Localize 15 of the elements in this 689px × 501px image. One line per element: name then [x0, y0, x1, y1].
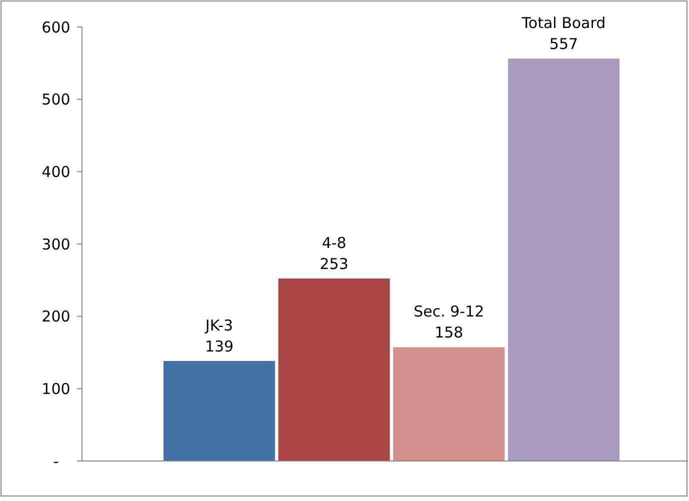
x-tick-label: 4-8 — [322, 234, 346, 252]
y-tick-label: 200 — [42, 308, 70, 326]
x-tick-label: JK-3 — [204, 316, 234, 334]
y-tick-label: - — [53, 452, 59, 470]
x-tick-label: Total Board — [520, 14, 606, 32]
x-tick-label: Sec. 9-12 — [414, 302, 484, 321]
data-label: 557 — [549, 35, 578, 54]
data-label: 139 — [204, 337, 234, 356]
y-tick-label: 300 — [42, 235, 70, 254]
data-label: 253 — [320, 254, 348, 273]
y-tick-label: 100 — [42, 380, 70, 398]
y-tick-label: 500 — [42, 90, 70, 109]
y-tick-label: 600 — [42, 18, 70, 36]
data-label: 158 — [434, 324, 464, 342]
y-tick-label: 400 — [42, 162, 70, 181]
